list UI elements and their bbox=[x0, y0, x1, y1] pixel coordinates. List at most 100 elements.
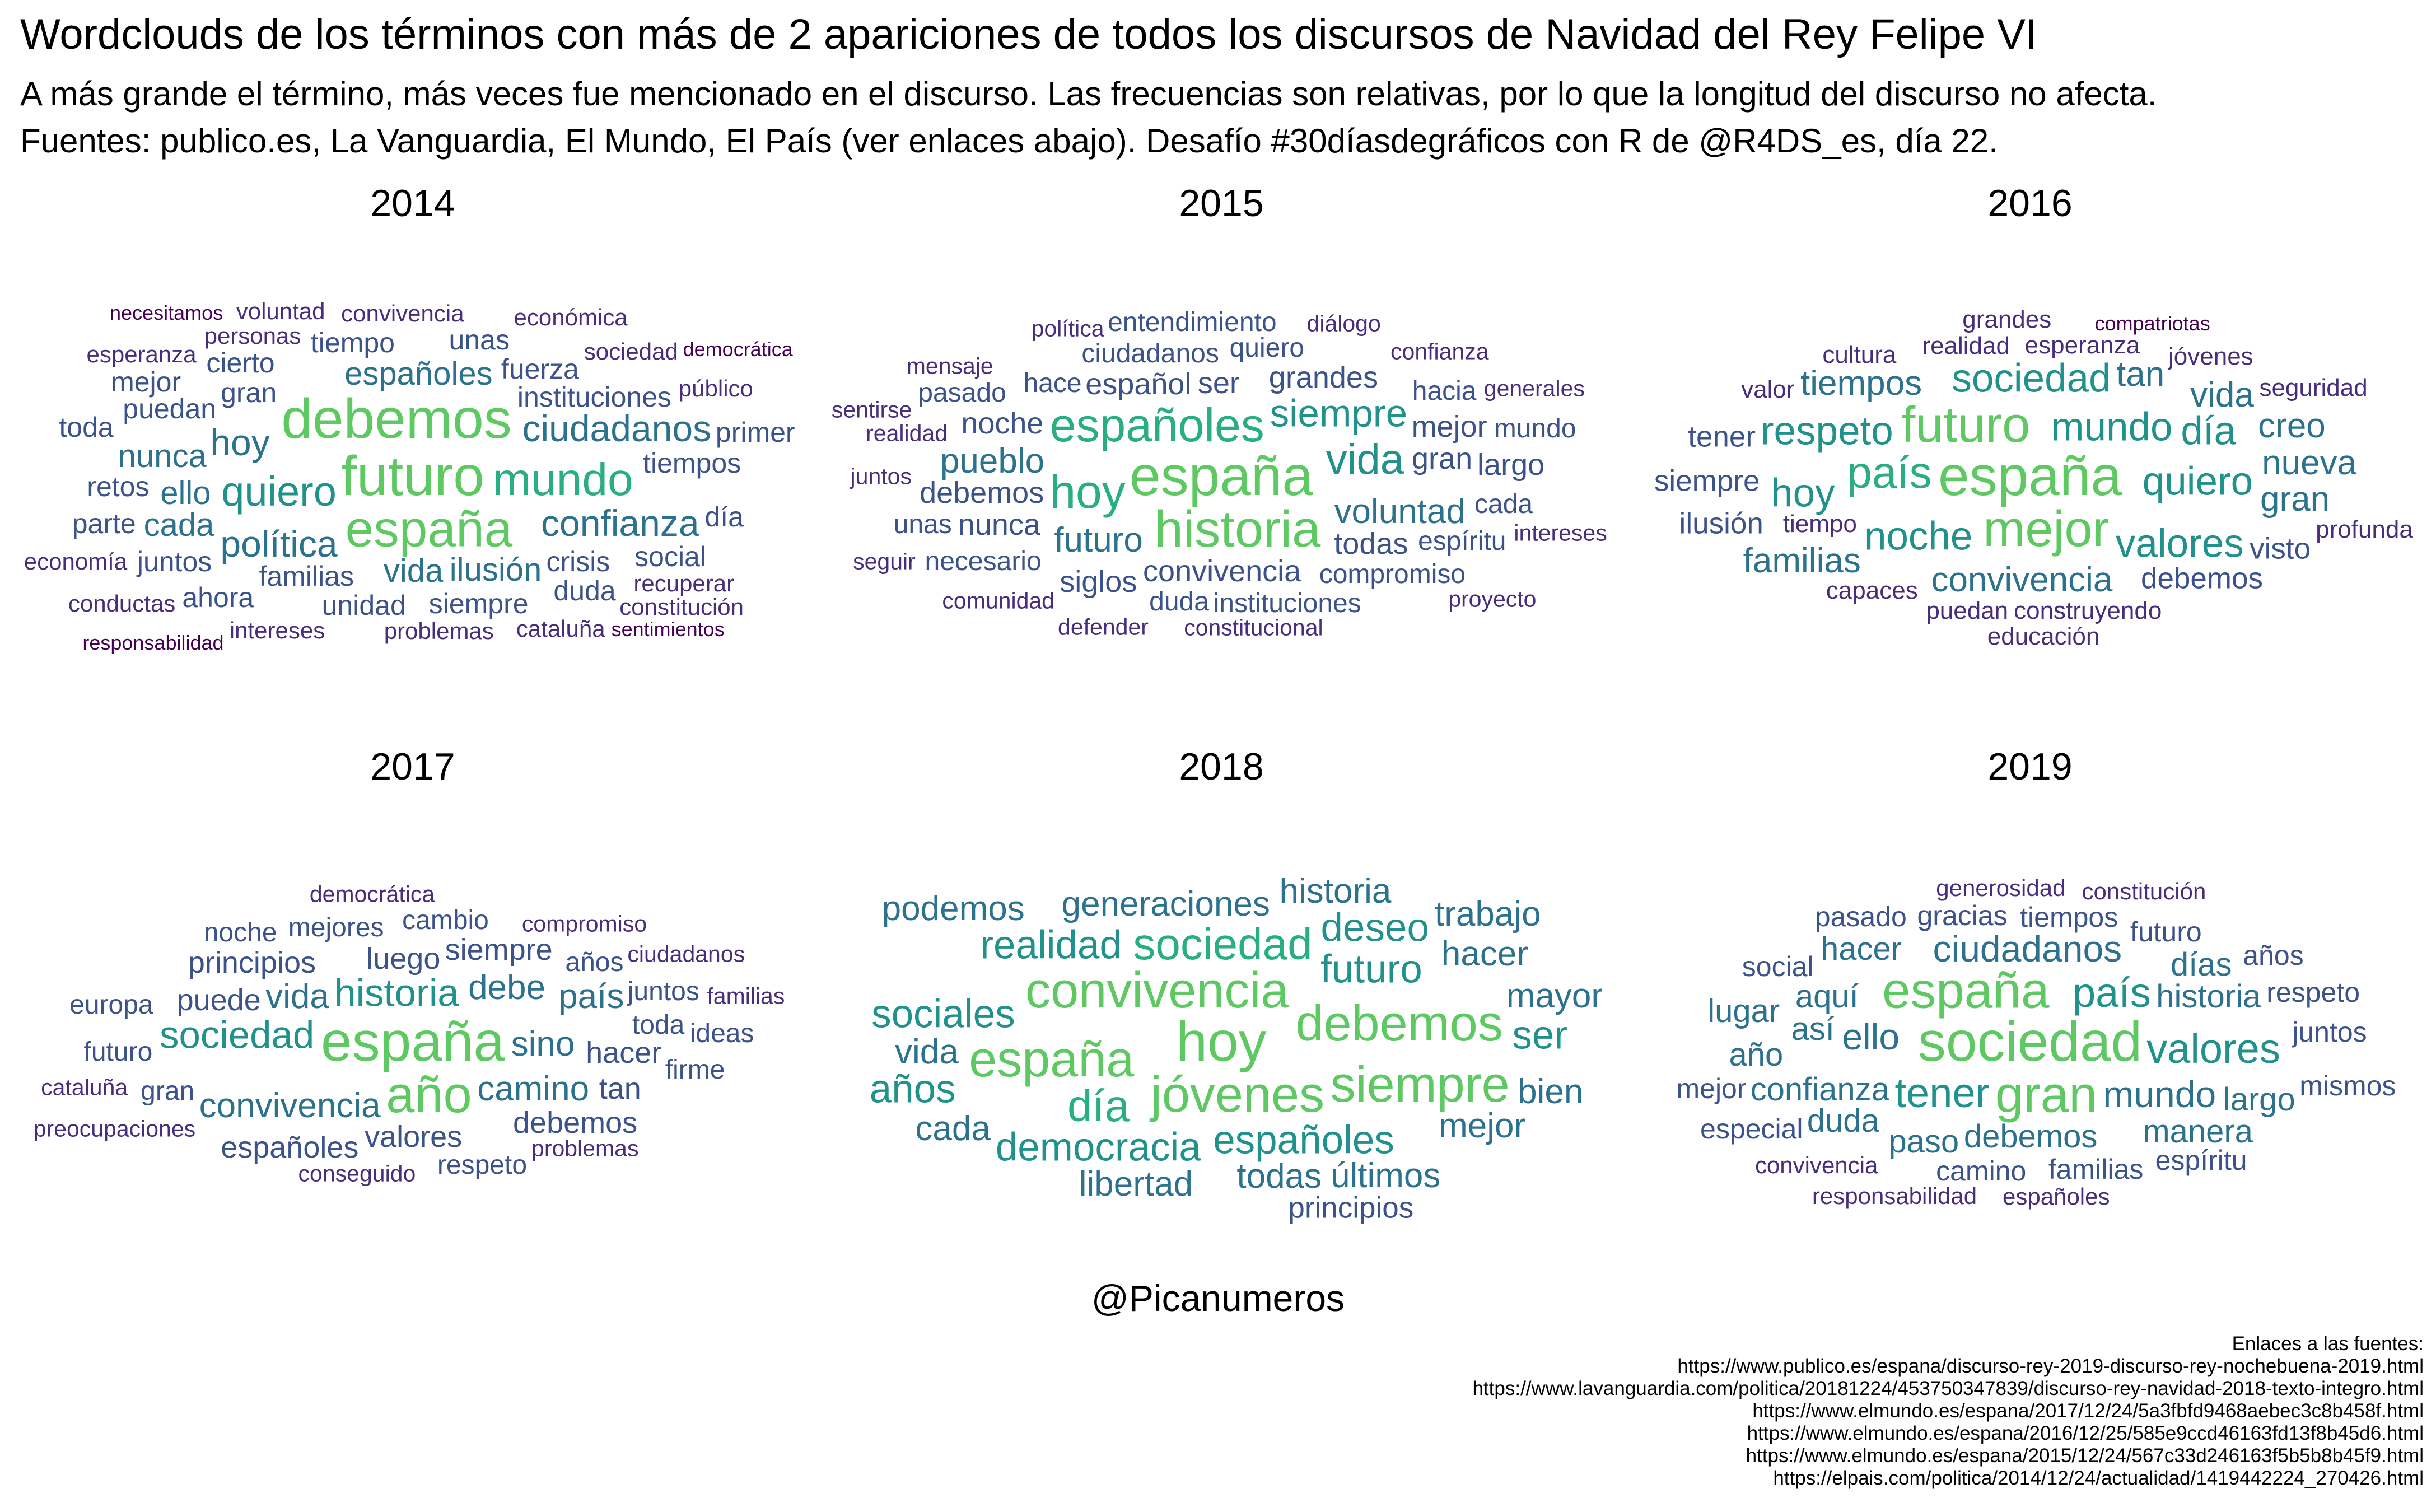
word-2016-país: país bbox=[1847, 447, 1932, 498]
word-2016-mejor: mejor bbox=[1983, 501, 2110, 557]
word-2014-tiempos: tiempos bbox=[643, 447, 741, 479]
word-2017-preocupaciones: preocupaciones bbox=[33, 1116, 196, 1142]
word-2016-valores: valores bbox=[2115, 521, 2244, 566]
word-2014-personas: personas bbox=[204, 322, 301, 349]
word-2018-españa: españa bbox=[969, 1031, 1135, 1088]
chart-subtitle: A más grande el término, más veces fue m… bbox=[20, 71, 2157, 165]
word-2018-siempre: siempre bbox=[1330, 1056, 1510, 1113]
word-2017-siempre: siempre bbox=[445, 933, 553, 967]
word-2016-esperanza: esperanza bbox=[2024, 331, 2140, 359]
word-2019-años: años bbox=[2243, 939, 2304, 971]
word-2016-educación: educación bbox=[1987, 623, 2100, 651]
word-2016-día: día bbox=[2181, 409, 2237, 454]
word-2014-unidad: unidad bbox=[321, 589, 406, 621]
word-2014-hoy: hoy bbox=[210, 421, 270, 463]
word-2015-quiero: quiero bbox=[1229, 333, 1305, 363]
word-2019-mejor: mejor bbox=[1676, 1072, 1747, 1104]
word-2017-respeto: respeto bbox=[437, 1150, 528, 1180]
word-2017-luego: luego bbox=[366, 942, 441, 976]
word-2019-país: país bbox=[2073, 969, 2151, 1016]
word-2014-ello: ello bbox=[160, 474, 211, 511]
word-2015-mejor: mejor bbox=[1411, 410, 1487, 444]
word-2015-españa: españa bbox=[1129, 445, 1314, 507]
word-2017-vida: vida bbox=[265, 977, 329, 1016]
word-2015-mundo: mundo bbox=[1494, 413, 1576, 444]
word-2017-ideas: ideas bbox=[689, 1018, 754, 1048]
word-2019-paso: paso bbox=[1888, 1123, 1959, 1160]
word-2014-constitución: constitución bbox=[619, 593, 744, 620]
source-link[interactable]: https://www.elmundo.es/espana/2016/12/25… bbox=[1747, 1422, 2424, 1444]
word-2014-siempre: siempre bbox=[428, 588, 529, 620]
word-2016-debemos: debemos bbox=[2140, 562, 2263, 595]
word-2016-puedan: puedan bbox=[1926, 597, 2009, 625]
word-2017-puede: puede bbox=[176, 983, 261, 1018]
word-2019-duda: duda bbox=[1807, 1103, 1879, 1140]
word-2015-convivencia: convivencia bbox=[1143, 554, 1301, 589]
word-2019-ello: ello bbox=[1842, 1016, 1900, 1058]
source-link[interactable]: https://www.lavanguardia.com/politica/20… bbox=[1472, 1378, 2424, 1399]
word-2015-noche: noche bbox=[961, 407, 1044, 441]
word-2019-lugar: lugar bbox=[1707, 993, 1780, 1030]
word-2014-primer: primer bbox=[715, 416, 795, 448]
chart-title: Wordclouds de los términos con más de 2 … bbox=[20, 11, 2038, 58]
word-2014-instituciones: instituciones bbox=[517, 381, 672, 413]
word-2018-democracia: democracia bbox=[995, 1125, 1201, 1170]
word-2018-años: años bbox=[869, 1067, 956, 1112]
word-2019-espíritu: espíritu bbox=[2155, 1145, 2247, 1177]
word-2015-siempre: siempre bbox=[1270, 391, 1408, 435]
word-2018-principios: principios bbox=[1288, 1191, 1414, 1225]
word-2015-sentirse: sentirse bbox=[831, 396, 912, 423]
source-link[interactable]: https://elpais.com/politica/2014/12/24/a… bbox=[1773, 1467, 2424, 1489]
word-2014-convivencia: convivencia bbox=[341, 300, 464, 327]
word-2015-seguir: seguir bbox=[853, 548, 916, 575]
word-2017-cambio: cambio bbox=[402, 905, 489, 935]
word-2015-ciudadanos: ciudadanos bbox=[1081, 339, 1219, 369]
word-2017-año: año bbox=[386, 1066, 472, 1123]
word-2017-camino: camino bbox=[477, 1069, 590, 1108]
word-2015-intereses: intereses bbox=[1514, 520, 1607, 546]
word-2016-ilusión: ilusión bbox=[1679, 507, 1763, 540]
word-2018-ser: ser bbox=[1512, 1013, 1568, 1058]
word-2014-voluntad: voluntad bbox=[236, 298, 325, 325]
word-2019-tener: tener bbox=[1894, 1069, 1990, 1116]
word-2014-mundo: mundo bbox=[492, 454, 633, 506]
panel-title-2016: 2016 bbox=[1987, 182, 2073, 225]
word-2014-problemas: problemas bbox=[384, 617, 494, 644]
source-link[interactable]: https://www.publico.es/espana/discurso-r… bbox=[1677, 1355, 2424, 1377]
word-2017-españa: españa bbox=[320, 1010, 505, 1073]
word-2014-puedan: puedan bbox=[123, 393, 217, 424]
word-2014-confianza: confianza bbox=[541, 502, 699, 544]
word-2017-sino: sino bbox=[511, 1024, 575, 1063]
word-2014-ilusión: ilusión bbox=[449, 551, 542, 588]
word-2017-europa: europa bbox=[69, 990, 153, 1020]
word-2018-convivencia: convivencia bbox=[1025, 962, 1289, 1019]
word-2014-esperanza: esperanza bbox=[86, 341, 197, 368]
word-2019-ciudadanos: ciudadanos bbox=[1933, 928, 2122, 970]
source-link[interactable]: https://www.elmundo.es/espana/2017/12/24… bbox=[1752, 1400, 2424, 1422]
word-2018-libertad: libertad bbox=[1079, 1164, 1193, 1203]
word-2018-mayor: mayor bbox=[1506, 977, 1603, 1016]
word-2018-cada: cada bbox=[915, 1109, 991, 1149]
word-2015-siglos: siglos bbox=[1060, 564, 1137, 599]
word-2014-sociedad: sociedad bbox=[584, 338, 678, 365]
word-2018-generaciones: generaciones bbox=[1061, 885, 1270, 924]
word-2017-principios: principios bbox=[188, 945, 316, 979]
word-2019-respeto: respeto bbox=[2266, 977, 2360, 1009]
word-2014-sentimientos: sentimientos bbox=[611, 618, 725, 641]
word-2019-largo: largo bbox=[2223, 1081, 2295, 1118]
word-2015-realidad: realidad bbox=[866, 420, 948, 446]
word-2017-conseguido: conseguido bbox=[298, 1160, 416, 1187]
word-2019-mismos: mismos bbox=[2299, 1070, 2396, 1102]
word-2017-compromiso: compromiso bbox=[521, 911, 647, 937]
source-link[interactable]: https://www.elmundo.es/espana/2015/12/24… bbox=[1746, 1445, 2424, 1467]
word-2014-tiempo: tiempo bbox=[310, 326, 395, 358]
word-2018-futuro: futuro bbox=[1320, 947, 1422, 992]
word-2017-democrática: democrática bbox=[309, 881, 435, 907]
word-2017-juntos: juntos bbox=[627, 977, 699, 1007]
panel-title-2015: 2015 bbox=[1179, 182, 1264, 225]
word-2015-hace: hace bbox=[1023, 368, 1082, 399]
word-2015-entendimiento: entendimiento bbox=[1108, 307, 1277, 338]
word-2015-largo: largo bbox=[1477, 447, 1545, 482]
word-2019-social: social bbox=[1742, 951, 1814, 983]
word-2017-ciudadanos: ciudadanos bbox=[627, 941, 745, 967]
